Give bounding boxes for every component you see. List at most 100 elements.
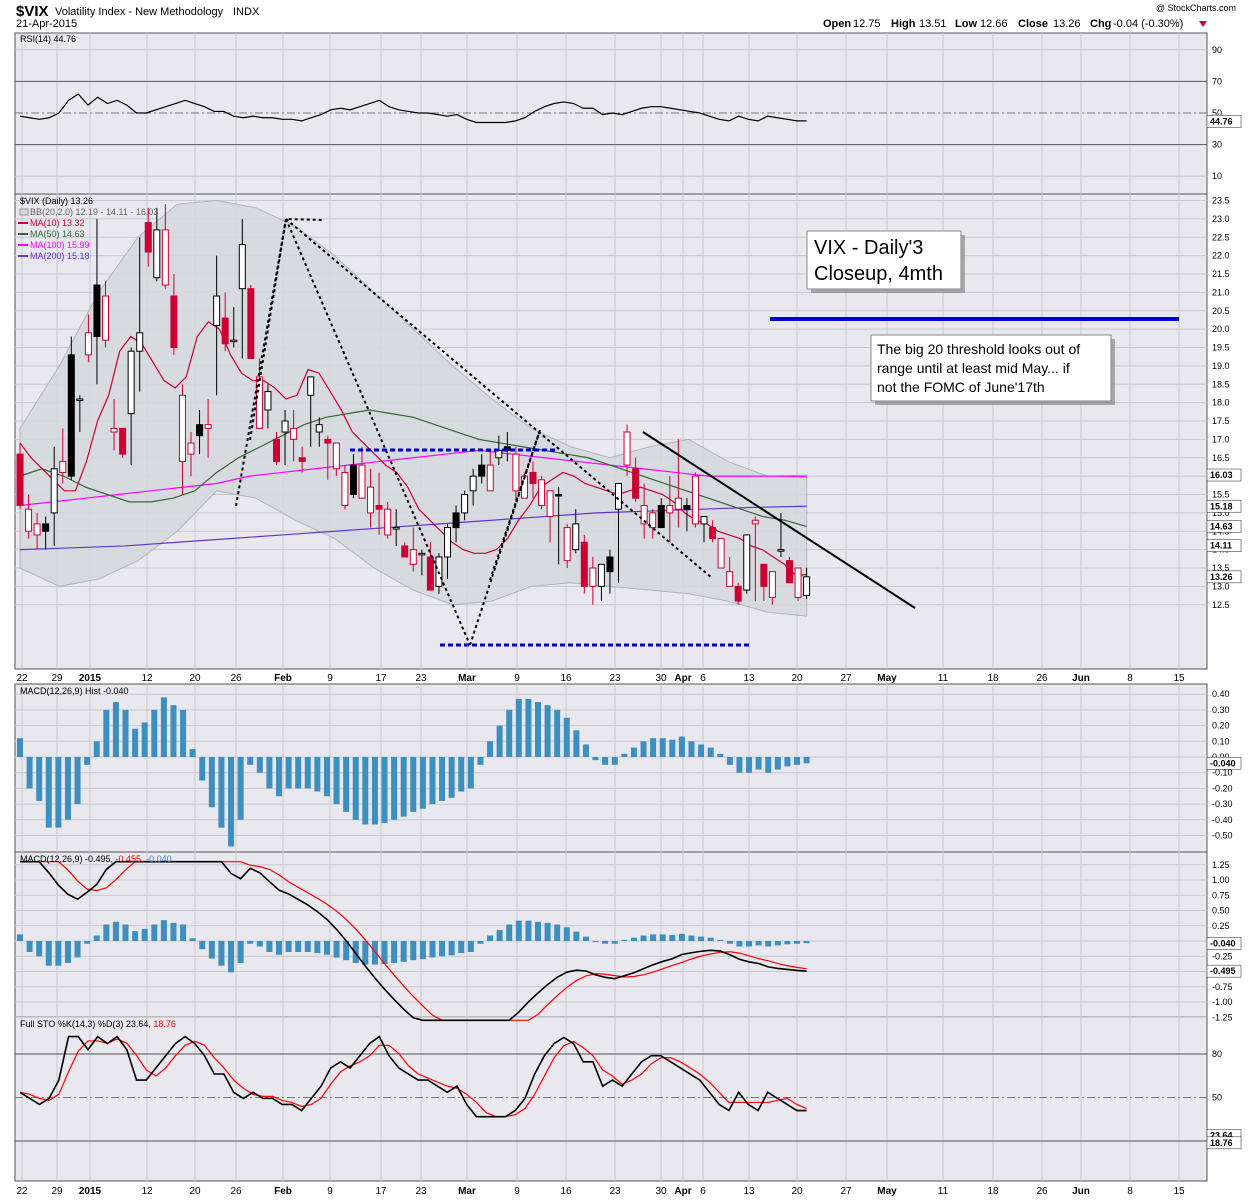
downtrend-line <box>642 431 916 609</box>
x-tick-label: 23 <box>415 1186 427 1197</box>
candle-body <box>332 442 340 470</box>
candle-body <box>786 560 793 584</box>
candle-body <box>640 505 648 525</box>
macd-tick: 1.25 <box>1212 860 1230 870</box>
macd-label-group: MACD(12,26,9) -0.495, -0.455, -0.040 <box>20 854 172 864</box>
x-tick-label: 8 <box>1127 673 1133 684</box>
macd-histogram-bar <box>707 937 714 941</box>
histogram-bar <box>276 757 283 797</box>
price-tick: 21.5 <box>1212 269 1230 279</box>
close-value: 13.26 <box>1053 18 1081 30</box>
histogram-bar <box>285 757 292 789</box>
x-tick-label: 27 <box>840 1186 852 1197</box>
index-name: Volatility Index - New Methodology <box>55 6 224 18</box>
x-tick-label: 23 <box>609 1186 621 1197</box>
histogram-bar <box>180 709 187 757</box>
macd-histogram-bar <box>112 921 119 941</box>
symbol-text: $VIX <box>16 3 49 20</box>
hist-tick: -0.40 <box>1212 815 1233 825</box>
macd-histogram-bar <box>199 941 206 950</box>
rsi-tick: 10 <box>1212 171 1222 181</box>
candle-body <box>803 576 811 597</box>
x-tick-label: 9 <box>514 673 520 684</box>
price-tick: 12.5 <box>1212 600 1230 610</box>
annotation-title-2: Closeup, 4mth <box>814 263 943 285</box>
histogram-bar <box>630 747 637 757</box>
y-axis-labels: 90 70 50 30 10 23.5 23.0 22.5 22.0 21.5 21.0 20.5 20… <box>1212 45 1233 1146</box>
histogram-bar <box>237 757 244 820</box>
macd-histogram-bar <box>736 941 743 947</box>
candle-body <box>717 538 725 569</box>
macd-line <box>20 860 807 1022</box>
candle-body <box>375 505 383 510</box>
histogram-bar <box>496 725 503 757</box>
macd-histogram-bar <box>74 941 81 958</box>
macd-histogram-bar <box>448 941 455 956</box>
histogram-bar <box>650 738 657 757</box>
x-tick-label: 30 <box>655 1186 667 1197</box>
histogram-bar <box>736 757 743 773</box>
macd-histogram-bar <box>429 941 436 958</box>
x-tick-label: 15 <box>1173 1186 1185 1197</box>
histogram-bar <box>611 757 618 765</box>
price-tick: 19.0 <box>1212 361 1230 371</box>
sto-k-tag: 23.64 <box>1210 1131 1233 1141</box>
candle-body <box>444 527 451 558</box>
histogram-bar <box>362 757 369 825</box>
candle-body <box>76 398 84 401</box>
histogram-bar <box>266 757 273 789</box>
histogram-bar <box>17 738 23 757</box>
histogram-bar <box>112 702 119 757</box>
bb-mid-tag-box <box>1206 539 1242 552</box>
candle-body <box>794 567 802 598</box>
histogram-bar <box>199 757 206 781</box>
macd-histogram-bar <box>794 941 801 944</box>
histogram-bar <box>774 757 781 770</box>
histogram-bar <box>84 757 91 765</box>
histogram-bar <box>391 757 398 820</box>
x-tick-label: 8 <box>1127 1186 1133 1197</box>
candle-body <box>649 512 657 529</box>
macd-histogram-bar <box>141 928 148 941</box>
candle-body <box>33 523 41 536</box>
x-tick-label: 23 <box>609 673 621 684</box>
macd-histogram-bar <box>611 941 618 944</box>
x-tick-label: Jun <box>1072 673 1090 684</box>
x-tick-label: 9 <box>327 673 333 684</box>
macd-histogram-bar <box>122 924 129 941</box>
price-tick: 20.5 <box>1212 306 1230 316</box>
price-tick: 23.5 <box>1212 196 1230 206</box>
candle-body <box>221 317 229 345</box>
annotation-note-1: The big 20 threshold looks out of <box>877 341 1080 357</box>
macd-histogram-bar <box>755 941 762 946</box>
histogram-bar <box>400 757 407 817</box>
x-tick-label: Apr <box>674 673 691 684</box>
x-tick-label: 6 <box>700 1186 706 1197</box>
macd-tick: -0.75 <box>1212 982 1233 992</box>
histogram-bar <box>429 757 436 805</box>
ma200-tag: 15.18 <box>1210 501 1233 511</box>
macd-histogram-bar <box>381 941 388 965</box>
macd-histogram-bar <box>323 941 330 955</box>
macd-histogram-bar <box>515 920 522 941</box>
histogram-bar <box>247 757 254 765</box>
macd-histogram-bar <box>506 924 513 941</box>
macd-histogram-bar <box>189 938 196 941</box>
candle-body <box>555 494 563 497</box>
macd-histogram-bar <box>688 935 695 941</box>
chg-value: -0.04 (-0.30%) <box>1113 18 1183 30</box>
macd-histogram-bar <box>573 931 580 941</box>
low-label: Low <box>955 18 977 30</box>
histogram-label: MACD(12,26,9) Hist -0.040 <box>20 686 129 696</box>
macd-histogram-bar <box>630 937 637 941</box>
candle-body <box>273 438 280 462</box>
x-tick-label: 22 <box>16 1186 28 1197</box>
rsi-value-tag: 44.76 <box>1210 116 1233 126</box>
high-label: High <box>891 18 916 30</box>
macd-value-tag: -0.495 <box>1210 966 1236 976</box>
price-tick: 23.0 <box>1212 214 1230 224</box>
hist-tick: -0.20 <box>1212 783 1233 793</box>
candle-body <box>683 505 691 510</box>
open-value: 12.75 <box>853 18 881 30</box>
